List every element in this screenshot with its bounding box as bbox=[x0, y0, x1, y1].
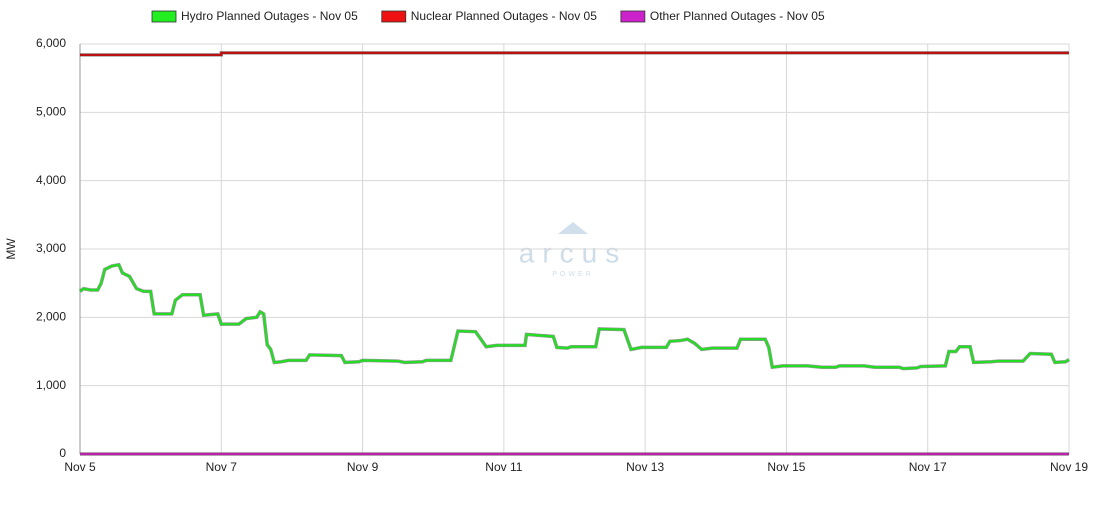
legend-label: Hydro Planned Outages - Nov 05 bbox=[181, 9, 358, 23]
x-tick-label: Nov 13 bbox=[626, 460, 664, 474]
x-tick-label: Nov 5 bbox=[64, 460, 96, 474]
line-outline bbox=[78, 262, 1070, 371]
y-tick-label: 5,000 bbox=[36, 105, 66, 119]
x-tick-label: Nov 9 bbox=[347, 460, 379, 474]
legend-swatch bbox=[620, 10, 646, 23]
watermark-name: arcus bbox=[519, 237, 627, 268]
legend-label: Other Planned Outages - Nov 05 bbox=[650, 9, 825, 23]
x-tick-label: Nov 15 bbox=[767, 460, 805, 474]
legend-swatch bbox=[151, 10, 177, 23]
x-tick-label: Nov 11 bbox=[485, 460, 522, 474]
y-tick-label: 2,000 bbox=[36, 310, 66, 324]
y-tick-label: 6,000 bbox=[36, 36, 66, 50]
series-line bbox=[79, 263, 1070, 370]
x-tick-label: Nov 17 bbox=[909, 460, 947, 474]
legend-swatch bbox=[381, 10, 407, 23]
y-tick-label: 3,000 bbox=[36, 241, 66, 255]
legend-label: Nuclear Planned Outages - Nov 05 bbox=[411, 9, 597, 23]
watermark-tagline: POWER bbox=[552, 271, 593, 278]
x-tick-label: Nov 19 bbox=[1050, 460, 1088, 474]
watermark-logo bbox=[558, 222, 588, 234]
x-tick-label: Nov 7 bbox=[206, 460, 238, 474]
y-tick-label: 1,000 bbox=[36, 378, 66, 392]
series-line bbox=[80, 51, 1069, 57]
y-tick-label: 4,000 bbox=[36, 173, 66, 187]
y-tick-label: 0 bbox=[59, 446, 66, 460]
y-axis-label: MW bbox=[4, 238, 18, 260]
watermark: arcus POWER bbox=[519, 222, 627, 278]
